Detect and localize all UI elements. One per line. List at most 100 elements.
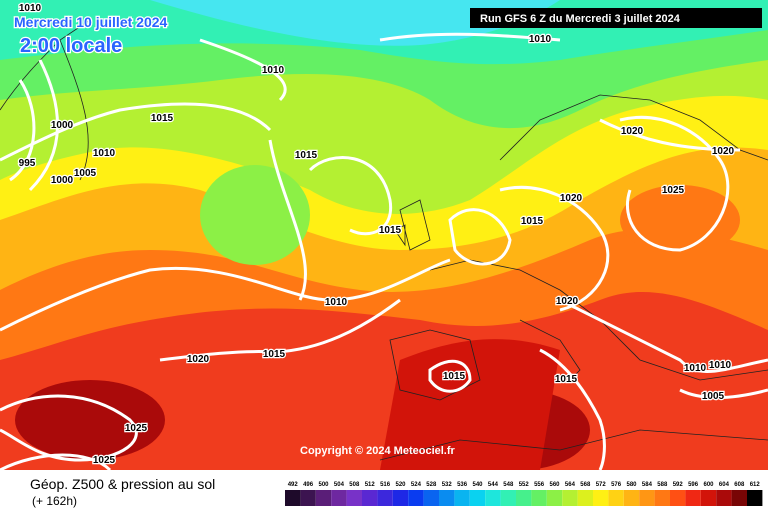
scale-label: 608 xyxy=(734,482,745,488)
isobar-label: 1000 xyxy=(51,120,74,131)
scale-label: 520 xyxy=(395,482,406,488)
scale-swatch xyxy=(377,490,393,506)
isobar-label: 1025 xyxy=(93,455,116,466)
scale-swatch xyxy=(315,490,332,506)
scale-label: 564 xyxy=(565,482,576,488)
scale-swatch xyxy=(716,490,732,506)
scale-swatch xyxy=(469,490,486,506)
scale-swatch xyxy=(639,490,655,506)
isobar-labels: 1010101010101015100010109951005100010151… xyxy=(17,2,735,468)
isobar-label: 1015 xyxy=(521,216,544,227)
isobar-label: 1015 xyxy=(555,374,578,385)
run-info: Run GFS 6 Z du Mercredi 3 juillet 2024 xyxy=(480,13,681,25)
local-time: 2:00 locale xyxy=(20,35,122,57)
isobar-label: 1015 xyxy=(379,225,402,236)
legend-subtitle: (+ 162h) xyxy=(32,494,77,508)
scale-swatch xyxy=(300,490,316,506)
scale-swatch xyxy=(439,490,455,506)
isobar-label: 1020 xyxy=(712,146,735,157)
scale-label: 568 xyxy=(580,482,591,488)
scale-swatch xyxy=(546,490,563,506)
run-box xyxy=(470,8,762,28)
scale-swatch xyxy=(608,490,624,506)
scale-label: 576 xyxy=(611,482,622,488)
scale-label: 496 xyxy=(303,482,314,488)
scale-swatch xyxy=(408,490,424,506)
scale-label: 552 xyxy=(519,482,530,488)
scale-label: 604 xyxy=(719,482,730,488)
scale-label: 560 xyxy=(549,482,560,488)
scale-swatch xyxy=(531,490,547,506)
isobar-label: 1020 xyxy=(621,126,644,137)
isobar-label: 1020 xyxy=(556,296,579,307)
isobar-label: 1005 xyxy=(702,391,725,402)
scale-swatch xyxy=(516,490,532,506)
isobar-label: 1015 xyxy=(263,349,286,360)
isobar-label: 1015 xyxy=(295,150,318,161)
scale-label: 556 xyxy=(534,482,545,488)
isobar-label: 1010 xyxy=(93,148,116,159)
scale-label: 516 xyxy=(380,482,391,488)
scale-swatch xyxy=(577,490,593,506)
scale-label: 584 xyxy=(642,482,653,488)
scale-swatch xyxy=(685,490,701,506)
isobar-label: 1025 xyxy=(662,185,685,196)
scale-swatch xyxy=(500,490,516,506)
isobar-label: 1005 xyxy=(74,168,97,179)
scale-swatch xyxy=(623,490,640,506)
date: Mercredi 10 juillet 2024 xyxy=(14,14,168,30)
scale-label: 572 xyxy=(596,482,607,488)
scale-swatch xyxy=(392,490,409,506)
scale-label: 540 xyxy=(472,482,483,488)
isobar-label: 1010 xyxy=(325,297,348,308)
scale-label: 548 xyxy=(503,482,514,488)
isobar-label: 1000 xyxy=(51,175,74,186)
scale-label: 532 xyxy=(442,482,453,488)
scale-label: 544 xyxy=(488,482,499,488)
scale-swatch xyxy=(562,490,578,506)
scale-label: 512 xyxy=(365,482,376,488)
isobars xyxy=(0,32,768,472)
scale-swatch xyxy=(731,490,747,506)
scale-swatch xyxy=(362,490,378,506)
isobar-label: 1025 xyxy=(125,423,148,434)
isobar-label: 1020 xyxy=(187,354,210,365)
isobar-label: 1010 xyxy=(684,363,707,374)
scale-label: 508 xyxy=(349,482,360,488)
scale-swatch xyxy=(747,490,763,506)
legend-title: Géop. Z500 & pression au sol xyxy=(30,476,215,492)
isobar-label: 1010 xyxy=(262,65,285,76)
scale-swatch xyxy=(670,490,686,506)
scale-label: 592 xyxy=(673,482,684,488)
scale-label: 500 xyxy=(318,482,329,488)
scale-swatch xyxy=(485,490,501,506)
scale-label: 588 xyxy=(657,482,668,488)
scale-label: 580 xyxy=(626,482,637,488)
isobar-label: 1020 xyxy=(560,193,583,204)
scale-label: 600 xyxy=(703,482,714,488)
scale-label: 492 xyxy=(288,482,299,488)
scale-swatch xyxy=(423,490,439,506)
scale-label: 504 xyxy=(334,482,345,488)
scale-swatch xyxy=(700,490,717,506)
isobar-label: 1015 xyxy=(151,113,174,124)
scale-swatch xyxy=(654,490,670,506)
isobar-label: 1010 xyxy=(709,360,732,371)
scale-label: 536 xyxy=(457,482,468,488)
isobar-label: 1015 xyxy=(443,371,466,382)
isobar-label: 1010 xyxy=(529,34,552,45)
scale-label: 524 xyxy=(411,482,422,488)
scale-label: 596 xyxy=(688,482,699,488)
scale-swatch xyxy=(454,490,470,506)
copyright: Copyright © 2024 Meteociel.fr xyxy=(300,445,456,457)
scale-label: 528 xyxy=(426,482,437,488)
scale-swatch xyxy=(593,490,609,506)
scale-swatch xyxy=(331,490,347,506)
color-scale: 492 496 500 504 508 512 516 520 524 528 532 536 540 5… xyxy=(285,482,763,506)
isobar-label: 1010 xyxy=(19,3,42,14)
scale-label: 612 xyxy=(750,482,761,488)
scale-swatch xyxy=(285,490,301,506)
isobar-label: 995 xyxy=(19,158,36,169)
